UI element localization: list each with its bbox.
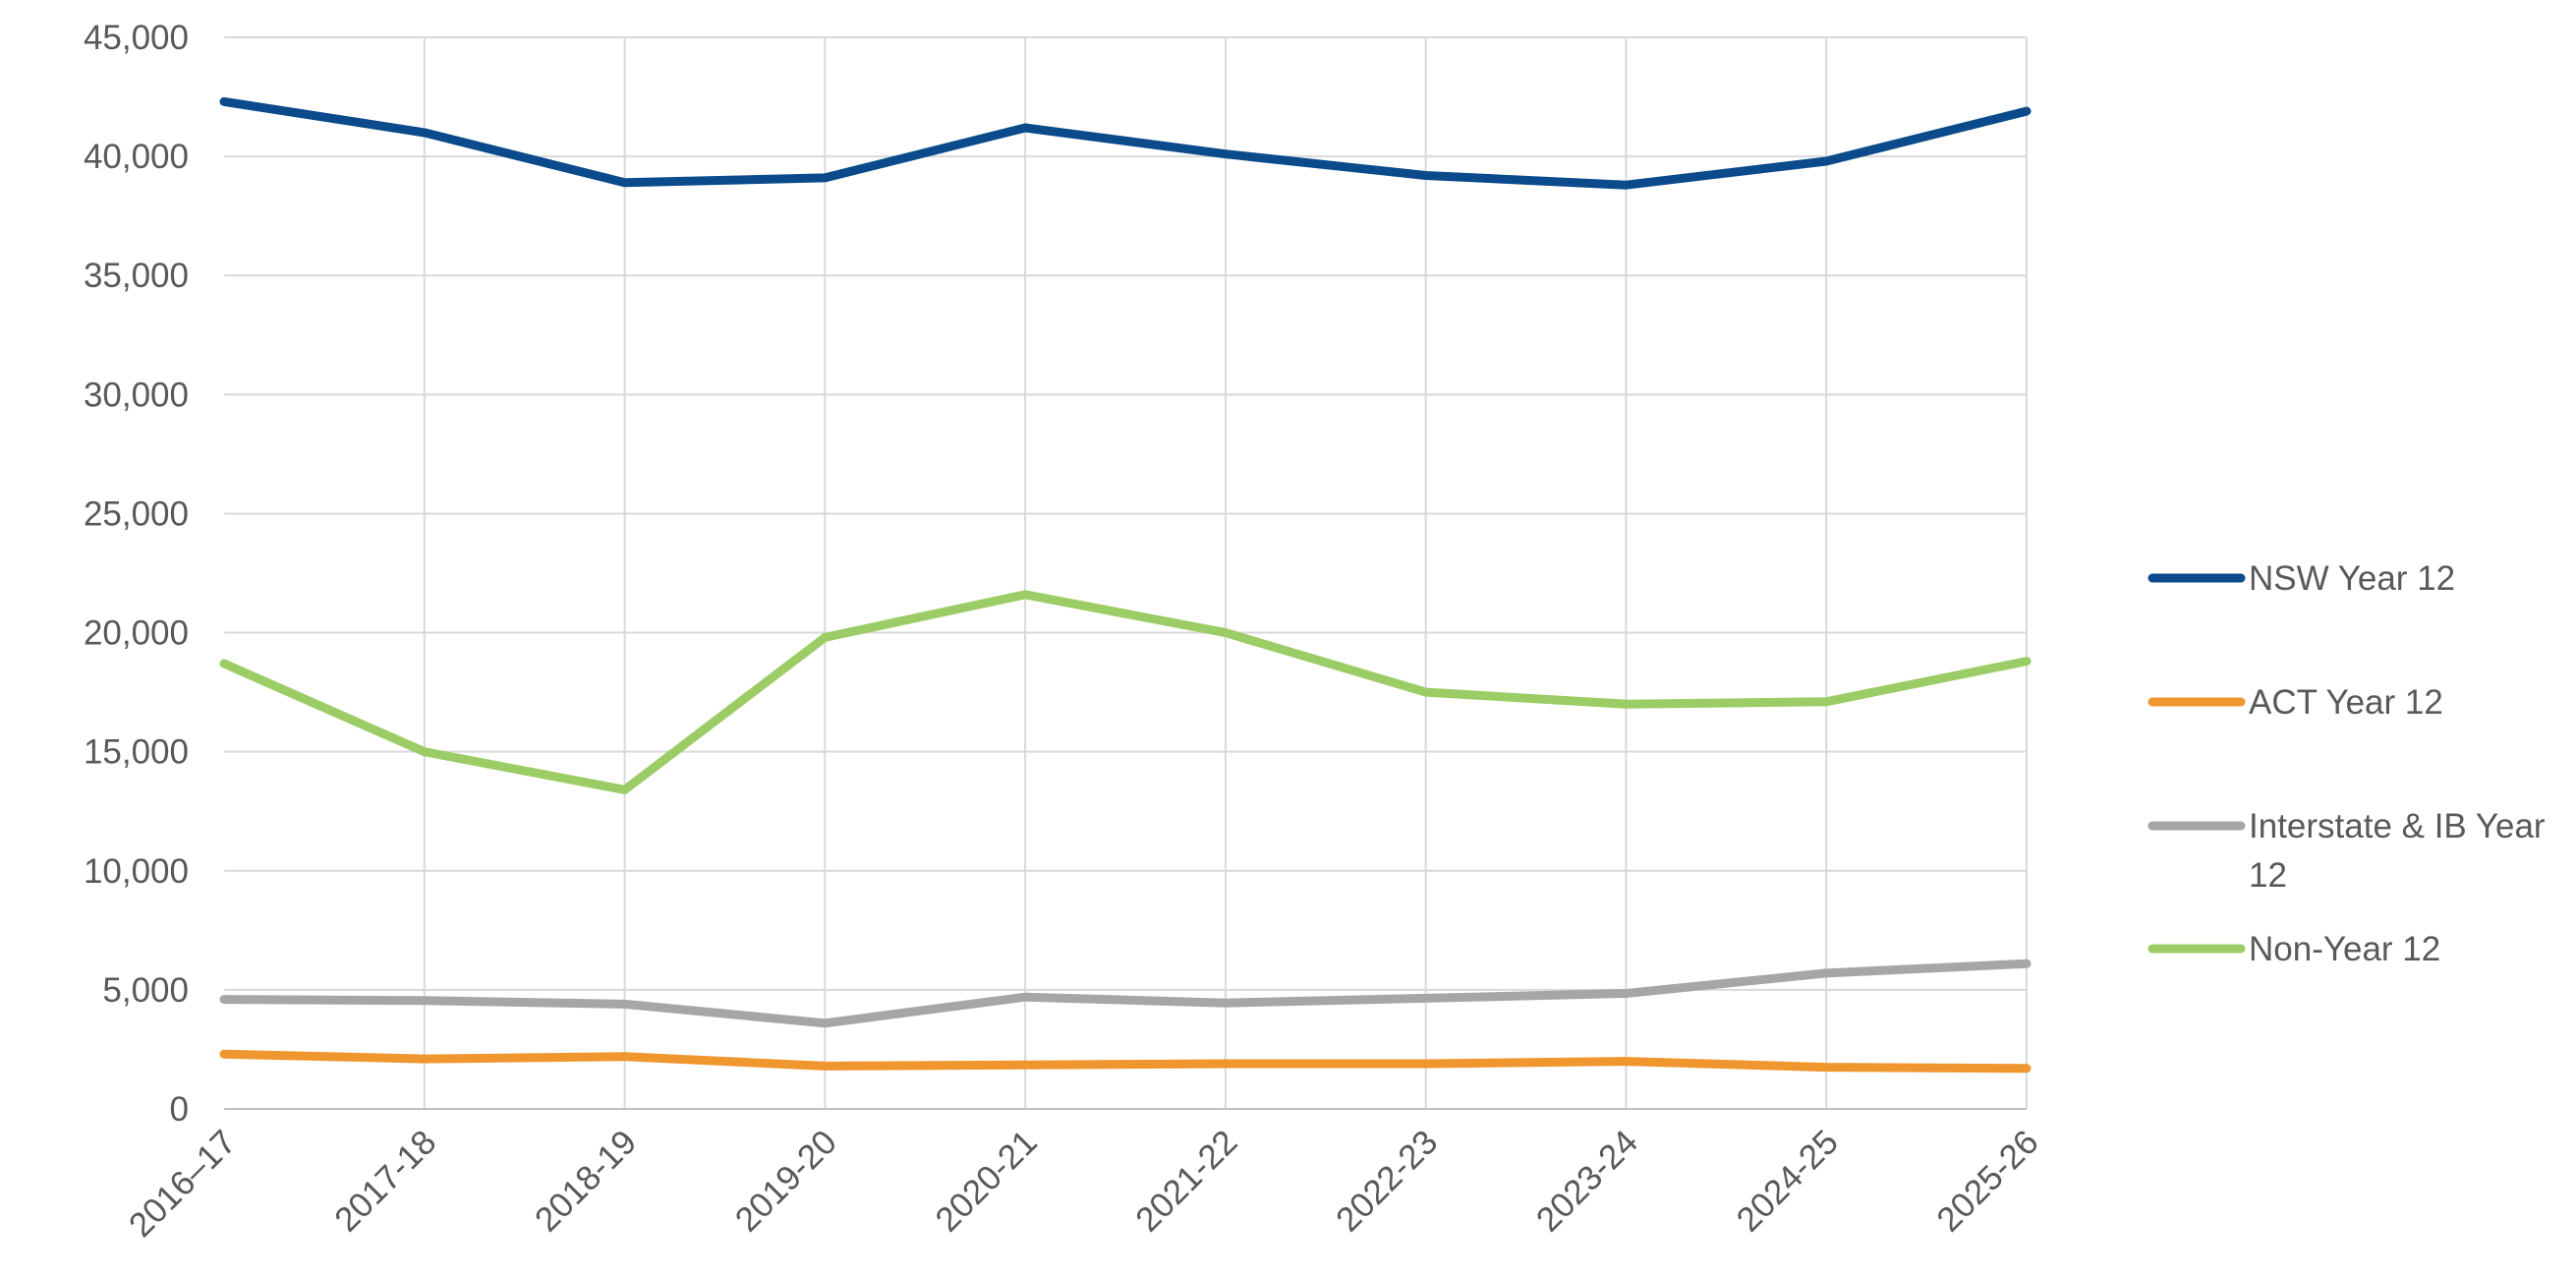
y-tick-label: 35,000: [84, 257, 189, 295]
legend: NSW Year 12 ACT Year 12 Interstate & IB Ye…: [2147, 559, 2546, 968]
y-tick-label: 0: [170, 1090, 189, 1129]
y-tick-label: 5,000: [102, 971, 189, 1010]
x-tick-label: 2024-25: [1729, 1123, 1845, 1239]
x-tick-label: 2016–17: [122, 1123, 244, 1245]
y-tick-label: 30,000: [84, 376, 189, 414]
gridlines: [224, 36, 2028, 1109]
x-tick-label: 2020-21: [928, 1123, 1044, 1239]
x-tick-label: 2018-19: [528, 1123, 644, 1239]
y-tick-label: 45,000: [84, 19, 189, 57]
series-line-act-year-12: [219, 1049, 2032, 1074]
legend-label-nsw-year-12: NSW Year 12: [2249, 559, 2455, 598]
x-tick-label: 2022-23: [1329, 1123, 1445, 1239]
legend-label-act-year-12: ACT Year 12: [2249, 683, 2443, 722]
legend-label-non-year-12: Non-Year 12: [2249, 930, 2440, 968]
x-tick-label: 2019-20: [728, 1123, 844, 1239]
series-line-interstate-and-ib-year-12: [219, 959, 2032, 1028]
x-tick-label: 2025-26: [1929, 1123, 2045, 1239]
series-line-non-year-12: [219, 590, 2032, 794]
y-tick-label: 25,000: [84, 494, 189, 533]
x-tick-label: 2021-22: [1128, 1123, 1244, 1239]
y-tick-label: 40,000: [84, 138, 189, 176]
y-tick-label: 15,000: [84, 733, 189, 772]
legend-label-interstate-and-ib-year-12: Interstate & IB Year 12: [2249, 807, 2546, 895]
series-lines: [219, 96, 2032, 1074]
x-tick-label: 2017-18: [327, 1123, 443, 1239]
x-tick-label: 2023-24: [1529, 1123, 1645, 1239]
series-line-nsw-year-12: [219, 96, 2032, 190]
y-tick-label: 20,000: [84, 614, 189, 653]
y-tick-label: 10,000: [84, 852, 189, 891]
